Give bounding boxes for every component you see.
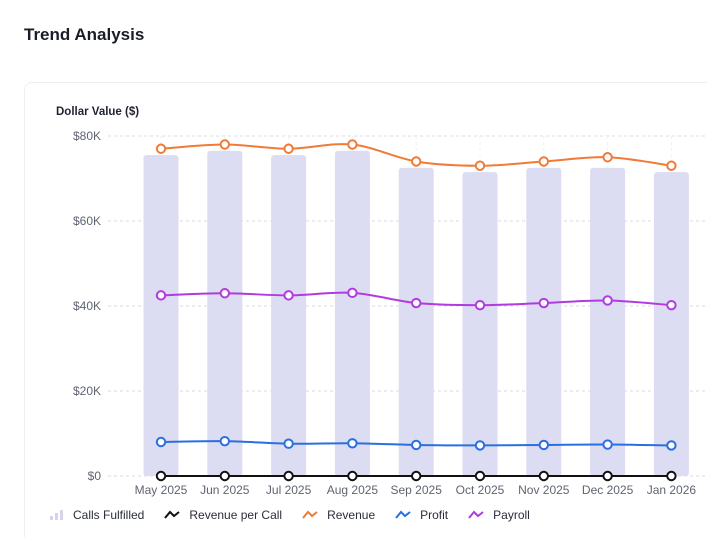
x-tick-label: Oct 2025 [456,483,505,497]
x-tick-label: Dec 2025 [582,483,634,497]
point-payroll [219,288,231,299]
x-tick-label: Jun 2025 [200,483,250,497]
point-revenue-per-call [602,470,613,482]
point-payroll [666,299,677,311]
point-payroll [411,297,422,309]
bar-calls-fulfilled [271,155,307,476]
legend-label: Payroll [493,508,530,522]
point-revenue [347,139,358,150]
y-axis-title: Dollar Value ($) [56,106,140,118]
point-revenue [219,139,231,150]
point-profit [411,439,422,451]
point-profit [666,440,677,451]
point-profit [283,438,294,449]
calls-fulfilled-bars [143,150,689,476]
x-tick-label: Jul 2025 [266,483,312,497]
point-revenue-per-call [666,470,677,482]
point-revenue [474,160,486,171]
point-payroll [474,299,486,311]
line-chart-icon [468,510,484,519]
bar-chart-icon [50,510,63,520]
point-profit [602,439,613,450]
legend-label: Revenue per Call [189,508,283,522]
x-tick-label: Jan 2026 [647,483,697,497]
y-tick-label: $20K [73,384,101,398]
point-revenue [602,152,613,163]
bar-calls-fulfilled [207,150,243,476]
legend-label: Calls Fulfilled [73,508,145,522]
axis-labels: $0 $20K $40K $60K $80K May 2025 Jun 2025 Jul 20… [73,129,696,497]
legend-item-calls-fulfilled[interactable]: Calls Fulfilled [50,508,144,522]
point-revenue [538,156,549,167]
point-revenue [155,143,167,154]
bar-calls-fulfilled [143,155,179,476]
y-tick-label: $40K [73,299,101,313]
point-payroll [602,295,613,306]
point-revenue-per-call [283,470,294,482]
page-title: Trend Analysis [24,25,145,44]
point-payroll [347,287,358,299]
point-revenue-per-call [219,470,231,482]
bar-calls-fulfilled [398,167,434,476]
legend-item-revenue-per-call[interactable]: Revenue per Call [164,508,282,522]
legend-item-payroll[interactable]: Payroll [468,508,530,522]
point-profit [347,438,358,449]
point-payroll [155,290,167,301]
point-revenue-per-call [538,470,549,482]
line-series [155,139,677,482]
point-revenue-per-call [411,470,422,482]
point-revenue [411,156,422,167]
chart-legend: Calls Fulfilled Revenue per Call Revenue… [50,508,550,522]
point-revenue-per-call [474,470,486,482]
legend-label: Revenue [327,508,376,522]
y-tick-label: $0 [88,469,102,483]
point-profit [474,440,486,451]
line-chart-icon [164,510,180,519]
y-tick-label: $80K [73,129,101,143]
bar-calls-fulfilled [590,167,626,476]
bar-calls-fulfilled [334,150,370,476]
point-revenue [666,160,677,171]
legend-label: Profit [420,508,449,522]
line-chart-icon [395,510,411,519]
x-tick-label: Nov 2025 [518,483,570,497]
point-revenue-per-call [155,470,167,482]
bar-calls-fulfilled [653,172,689,476]
point-payroll [283,290,294,301]
point-profit [219,435,231,447]
point-profit [538,439,549,451]
x-tick-label: May 2025 [135,483,188,497]
bar-calls-fulfilled [462,172,498,476]
legend-item-revenue[interactable]: Revenue [302,508,375,522]
x-tick-label: Sep 2025 [391,483,443,497]
legend-item-profit[interactable]: Profit [395,508,448,522]
x-tick-label: Aug 2025 [327,483,379,497]
bar-calls-fulfilled [526,167,562,476]
y-tick-label: $60K [73,214,101,228]
point-payroll [538,297,549,309]
point-revenue-per-call [347,470,358,482]
point-revenue [283,143,294,154]
line-chart-icon [302,510,318,519]
point-profit [155,436,167,448]
